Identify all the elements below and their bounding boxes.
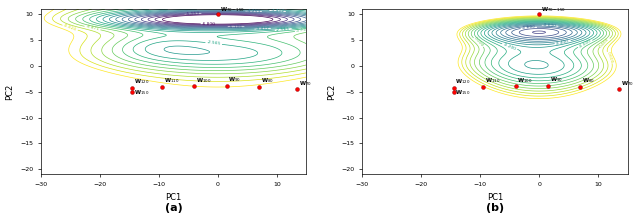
Text: -5.106: -5.106 bbox=[229, 24, 243, 29]
Text: $\mathbf{W}_{100}$: $\mathbf{W}_{100}$ bbox=[517, 76, 532, 85]
Text: -5.953: -5.953 bbox=[186, 12, 200, 16]
Text: $\mathbf{W}_{90}$: $\mathbf{W}_{90}$ bbox=[550, 75, 563, 84]
Text: -0.600: -0.600 bbox=[543, 23, 557, 28]
Text: (b): (b) bbox=[486, 203, 504, 213]
Text: -4.259: -4.259 bbox=[246, 9, 260, 14]
Text: -0.871: -0.871 bbox=[85, 24, 100, 32]
Text: -2.565: -2.565 bbox=[276, 27, 291, 32]
Text: -3.412: -3.412 bbox=[270, 8, 285, 13]
Text: $\mathbf{W}_{70-150}$: $\mathbf{W}_{70-150}$ bbox=[541, 5, 566, 14]
Text: $\mathbf{W}_{120}$: $\mathbf{W}_{120}$ bbox=[456, 77, 470, 86]
X-axis label: PC1: PC1 bbox=[487, 193, 503, 201]
X-axis label: PC1: PC1 bbox=[165, 193, 182, 201]
Text: -3.412: -3.412 bbox=[255, 26, 269, 31]
Text: -6.800: -6.800 bbox=[202, 22, 216, 26]
Text: (a): (a) bbox=[164, 203, 182, 213]
Text: -0.200: -0.200 bbox=[502, 42, 517, 51]
Text: $\mathbf{W}_{70}$: $\mathbf{W}_{70}$ bbox=[299, 79, 312, 88]
Text: -0.400: -0.400 bbox=[556, 39, 570, 46]
Text: $\mathbf{W}_{90}$: $\mathbf{W}_{90}$ bbox=[228, 75, 241, 84]
Text: -0.000: -0.000 bbox=[578, 39, 592, 49]
Text: $\mathbf{W}_{110}$: $\mathbf{W}_{110}$ bbox=[485, 76, 500, 85]
Text: -2.565: -2.565 bbox=[206, 41, 221, 46]
Y-axis label: PC2: PC2 bbox=[6, 84, 15, 100]
Text: $\mathbf{W}_{150}$: $\mathbf{W}_{150}$ bbox=[134, 88, 149, 97]
Text: $\mathbf{W}_{70-150}$: $\mathbf{W}_{70-150}$ bbox=[220, 5, 244, 14]
Text: $\mathbf{W}_{110}$: $\mathbf{W}_{110}$ bbox=[164, 76, 179, 85]
Text: 0.600: 0.600 bbox=[606, 51, 614, 64]
Text: -0.024: -0.024 bbox=[63, 23, 77, 32]
Text: $\mathbf{W}_{100}$: $\mathbf{W}_{100}$ bbox=[196, 76, 211, 85]
Text: $\mathbf{W}_{70}$: $\mathbf{W}_{70}$ bbox=[621, 79, 634, 88]
Text: 0.200: 0.200 bbox=[473, 36, 484, 48]
Y-axis label: PC2: PC2 bbox=[327, 84, 336, 100]
Text: $\mathbf{W}_{150}$: $\mathbf{W}_{150}$ bbox=[456, 88, 470, 97]
Text: -0.800: -0.800 bbox=[522, 25, 536, 30]
Text: $\mathbf{W}_{80}$: $\mathbf{W}_{80}$ bbox=[261, 76, 274, 85]
Text: $\mathbf{W}_{120}$: $\mathbf{W}_{120}$ bbox=[134, 77, 149, 86]
Text: -1.718: -1.718 bbox=[296, 28, 310, 34]
Text: 0.400: 0.400 bbox=[599, 37, 611, 49]
Text: $\mathbf{W}_{80}$: $\mathbf{W}_{80}$ bbox=[582, 76, 595, 85]
